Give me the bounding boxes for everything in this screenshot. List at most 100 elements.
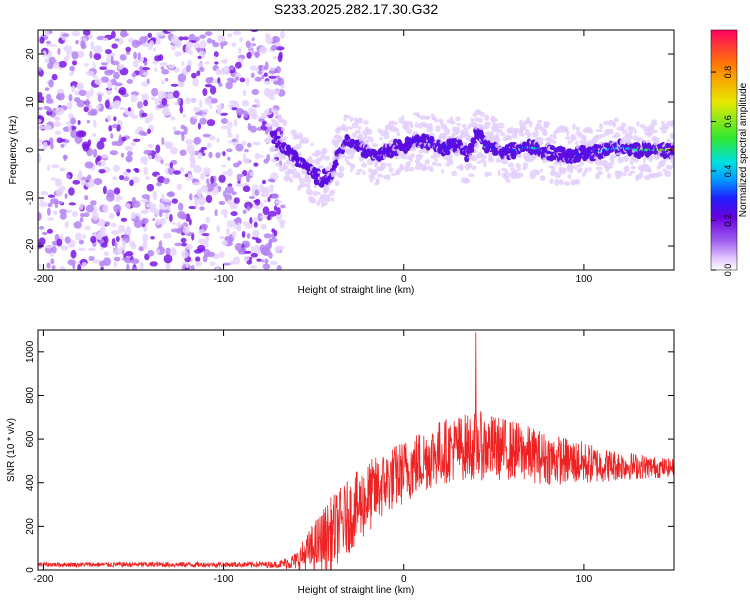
- spectrogram-noise-blob: [196, 188, 203, 197]
- spectrogram-halo-blob: [577, 167, 583, 171]
- x-tick-label: 0: [401, 274, 407, 285]
- spectrogram-halo-blob: [431, 161, 437, 166]
- spectrogram-noise-blob: [107, 69, 116, 74]
- spectrogram-halo-blob: [629, 170, 636, 174]
- spectrogram-noise-blob: [92, 61, 96, 70]
- spectrogram-halo-blob: [636, 120, 640, 127]
- spectrogram-halo-blob: [559, 178, 564, 186]
- spectrogram-noise-blob: [260, 215, 268, 219]
- spectrogram-noise-blob: [174, 242, 184, 247]
- spectrogram-noise-blob: [125, 51, 131, 55]
- spectrogram-halo-blob: [456, 122, 462, 127]
- spectrogram-halo-blob: [286, 174, 291, 180]
- spectrogram-noise-blob: [218, 174, 226, 183]
- spectrogram-noise-blob: [71, 51, 79, 60]
- spectrogram-noise-blob: [39, 226, 45, 230]
- spectrogram-noise-blob: [68, 94, 73, 102]
- spectrogram-halo-blob: [299, 181, 307, 188]
- spectrogram-noise-blob: [92, 75, 99, 79]
- spectrogram-noise-blob: [106, 114, 112, 122]
- spectrogram-noise-blob: [155, 182, 162, 187]
- spectrogram-halo-blob: [500, 131, 506, 137]
- spectrogram-noise-blob: [139, 36, 147, 45]
- spectrogram-halo-blob: [564, 136, 571, 140]
- spectrogram-halo-blob: [542, 157, 547, 164]
- spectrogram-noise-blob: [234, 76, 240, 81]
- spectrogram-noise-blob: [99, 66, 107, 70]
- spectrogram-ridge-blob: [272, 130, 278, 136]
- spectrogram-noise-blob: [262, 247, 271, 257]
- spectrogram-halo-blob: [468, 173, 475, 177]
- spectrogram-noise-blob: [226, 148, 233, 153]
- spectrogram-halo-blob: [337, 138, 344, 143]
- spectrogram-halo-blob: [618, 170, 623, 177]
- spectrogram-noise-blob: [161, 193, 165, 203]
- spectrogram-halo-blob: [357, 126, 362, 130]
- spectrogram-noise-blob: [38, 95, 45, 102]
- spectrogram-noise-blob: [243, 255, 250, 262]
- spectrogram-noise-blob: [204, 84, 213, 88]
- spectrogram-halo-blob: [567, 140, 572, 145]
- spectrogram-noise-blob: [50, 258, 55, 265]
- spectrogram-noise-blob: [173, 130, 182, 136]
- spectrogram-noise-blob: [212, 42, 220, 48]
- spectrogram-halo-blob: [666, 138, 671, 143]
- spectrogram-noise-blob: [152, 47, 157, 52]
- spectrogram-noise-blob: [115, 197, 120, 202]
- spectrogram-noise-blob: [250, 30, 259, 33]
- spectrogram-noise-blob: [72, 179, 81, 185]
- spectrogram-ridge-core: [334, 159, 338, 163]
- spectrogram-noise-blob: [142, 241, 148, 250]
- spectrogram-halo-blob: [535, 170, 541, 176]
- spectrogram-noise-blob: [217, 77, 221, 84]
- spectrogram-noise-blob: [249, 171, 254, 177]
- spectrogram-noise-blob: [239, 36, 243, 43]
- spectrogram-halo-blob: [588, 166, 592, 172]
- spectrogram-noise-blob: [245, 77, 250, 86]
- spectrogram-noise-blob: [273, 205, 278, 211]
- colorbar-label: Normalized spectral amplitude: [738, 82, 749, 217]
- spectrogram-noise-blob: [231, 42, 237, 48]
- spectrogram-noise-blob: [208, 135, 216, 141]
- spectrogram-halo-blob: [501, 159, 509, 165]
- spectrogram-halo-blob: [573, 135, 577, 141]
- spectrogram-noise-blob: [276, 207, 281, 215]
- spectrogram-halo-blob: [584, 167, 589, 173]
- spectrogram-noise-blob: [114, 85, 118, 92]
- spectrogram-halo-blob: [388, 167, 394, 173]
- spectrogram-noise-blob: [216, 107, 222, 115]
- spectrogram-noise-blob: [46, 164, 51, 172]
- spectrogram-noise-blob: [280, 30, 285, 39]
- spectrogram-noise-blob: [263, 199, 268, 203]
- spectrogram-noise-blob: [248, 195, 255, 200]
- spectrogram-halo-blob: [283, 165, 289, 171]
- spectrogram-noise-blob: [214, 61, 219, 65]
- spectrogram-noise-blob: [70, 117, 77, 125]
- spectrogram-halo-blob: [344, 155, 348, 162]
- spectrogram-noise-blob: [111, 43, 118, 49]
- spectrogram-noise-blob: [179, 105, 184, 114]
- spectrogram-noise-blob: [141, 81, 149, 87]
- spectrogram-halo-blob: [367, 135, 372, 142]
- spectrogram-noise-blob: [241, 101, 250, 107]
- spectrogram-noise-blob: [99, 137, 107, 143]
- spectrogram-halo-blob: [356, 168, 363, 173]
- spectrogram-noise-blob: [190, 159, 196, 167]
- spectrogram-noise-blob: [93, 45, 103, 54]
- spectrogram-noise-blob: [106, 189, 115, 198]
- spectrogram-halo-blob: [281, 127, 285, 132]
- spectrogram-noise-blob: [199, 99, 203, 108]
- spectrogram-halo-blob: [424, 158, 430, 165]
- spectrogram-noise-blob: [107, 80, 113, 90]
- spectrogram-noise-blob: [189, 193, 193, 201]
- spectrogram-noise-blob: [163, 254, 173, 264]
- spectrogram-noise-blob: [216, 224, 221, 233]
- spectrogram-noise-blob: [192, 182, 201, 186]
- spectrogram-halo-blob: [540, 168, 544, 173]
- spectrogram-noise-blob: [133, 51, 138, 60]
- spectrogram-noise-blob: [58, 60, 67, 68]
- spectrogram-halo-blob: [311, 200, 316, 204]
- spectrogram-noise-blob: [152, 218, 156, 221]
- snr-panel: -200 -100 0 100 0 200 400 600 800 1000 Height of…: [6, 329, 675, 596]
- spectrogram-noise-blob: [71, 85, 76, 93]
